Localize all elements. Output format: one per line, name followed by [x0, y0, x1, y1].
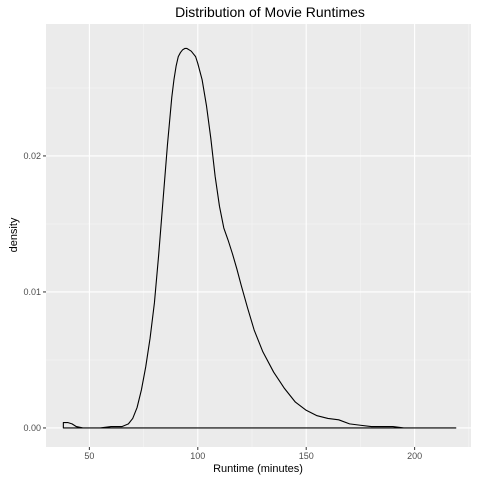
y-tick-label: 0.00: [23, 423, 41, 433]
plot-panel: [46, 24, 471, 447]
panel-background: [46, 24, 471, 447]
x-tick-label: 150: [299, 451, 314, 461]
density-curve: [62, 47, 457, 429]
y-tick-label: 0.01: [23, 287, 41, 297]
x-tick-label: 100: [190, 451, 205, 461]
y-tick-label: 0.02: [23, 151, 41, 161]
ticks: 50 100 150 200 0.00 0.01 0.02: [23, 151, 422, 461]
x-axis-label: Runtime (minutes): [213, 463, 303, 475]
grid: [46, 24, 471, 447]
series-layer: [62, 47, 457, 429]
x-tick-label: 200: [407, 451, 422, 461]
chart-title: Distribution of Movie Runtimes: [175, 4, 365, 20]
x-tick-label: 50: [84, 451, 94, 461]
y-axis-label: density: [8, 217, 20, 252]
